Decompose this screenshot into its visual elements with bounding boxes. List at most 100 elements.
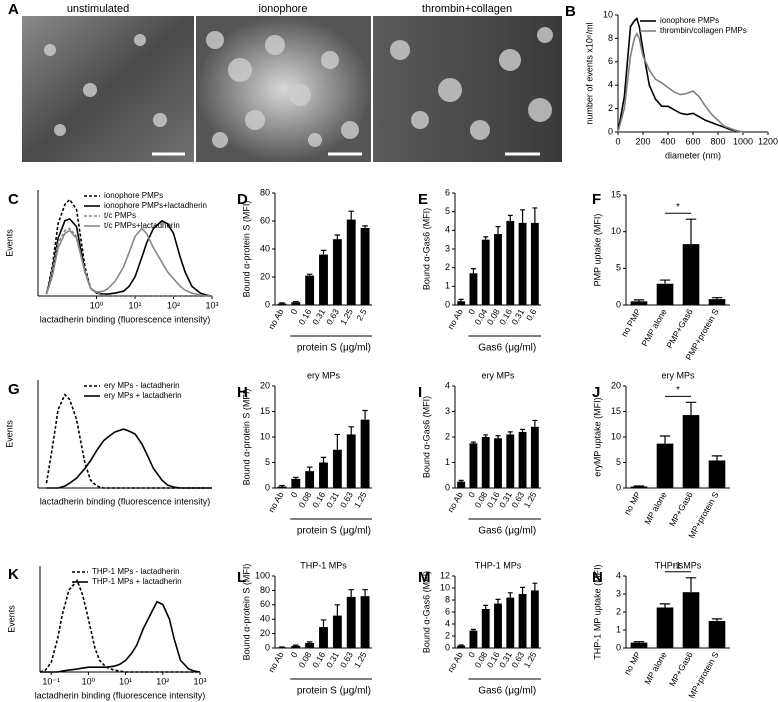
bar	[682, 592, 700, 648]
bar	[518, 431, 527, 488]
y-tick-label: 3	[445, 406, 450, 416]
bar	[494, 234, 502, 305]
y-tick-label: 20	[260, 380, 270, 390]
y-tick-label: 40	[260, 243, 270, 253]
y-tick-label: 0	[608, 126, 613, 136]
panel-label: D	[237, 191, 248, 208]
x-tick-label: 1.25	[338, 307, 355, 327]
y-axis-label: Bound α-Gas6 (MFI)	[421, 396, 431, 478]
y-tick-label: 10	[603, 9, 613, 19]
error-bar	[293, 300, 299, 303]
error-bar	[334, 433, 341, 450]
x-tick-label: 0.16	[310, 650, 327, 670]
x-tick-label: 1.25	[352, 650, 369, 670]
x-tick-label: 10²	[156, 676, 169, 686]
bar	[708, 621, 726, 648]
x-axis-label: protein S (μg/ml)	[297, 526, 371, 537]
error-bar	[495, 598, 501, 604]
x-tick-label: no Ab	[266, 650, 286, 674]
x-tick-label: 10²	[167, 300, 180, 310]
error-bar	[520, 586, 526, 594]
panel-label: I	[418, 384, 422, 401]
series-line	[46, 428, 212, 489]
y-tick-label: 20	[611, 380, 621, 390]
error-bar	[520, 209, 526, 223]
panel-title: THP-1 MPs	[300, 560, 347, 570]
error-bar	[507, 431, 513, 435]
y-tick-label: 60	[260, 215, 270, 225]
bar	[277, 647, 287, 648]
y-tick-label: 10	[611, 226, 621, 236]
legend-label: ery MPs - lactadherin	[104, 381, 180, 390]
y-tick-label: 6	[445, 187, 450, 197]
bar	[360, 419, 370, 488]
x-axis-label: lactadherin binding (fluorescence intens…	[40, 496, 211, 506]
series-line	[617, 31, 768, 133]
y-tick-label: 5	[265, 457, 270, 467]
x-tick-label: no Ab	[266, 307, 286, 331]
y-tick-label: 2	[445, 262, 450, 272]
legend-label: ionophore PMPs	[104, 191, 163, 200]
y-tick-label: 12	[440, 570, 450, 580]
error-bar	[507, 214, 513, 221]
y-tick-label: 5	[445, 206, 450, 216]
error-bar	[306, 641, 313, 643]
y-axis-label: Events	[6, 605, 16, 633]
y-tick-label: 0	[616, 642, 621, 652]
bar	[708, 299, 726, 305]
bar	[630, 486, 648, 488]
panel-label: C	[8, 191, 19, 208]
bar	[656, 607, 674, 648]
y-tick-label: 2	[616, 606, 621, 616]
y-tick-label: 6	[445, 606, 450, 616]
panel-label: J	[592, 384, 600, 401]
y-tick-label: 4	[608, 80, 613, 90]
panel-label: B	[565, 3, 576, 20]
legend-label: t/c PMPs	[104, 211, 136, 220]
bar	[346, 219, 356, 305]
x-tick-label: 0.08	[296, 650, 313, 670]
x-tick-label: 0.63	[338, 490, 355, 510]
bar	[277, 486, 287, 488]
legend-label: ionophore PMPs+lactadherin	[104, 201, 207, 210]
image-label: unstimulated	[67, 3, 129, 15]
bar	[481, 609, 490, 648]
y-tick-label: 2	[608, 103, 613, 113]
bar	[518, 594, 527, 648]
y-tick-label: 0	[616, 299, 621, 309]
bar	[457, 645, 466, 648]
error-bar	[279, 302, 285, 304]
x-tick-label: MP+Gas6	[667, 650, 695, 688]
legend-label: THP-1 MPs + lactadherin	[92, 577, 182, 586]
y-tick-label: 6	[608, 56, 613, 66]
y-tick-label: 2	[445, 431, 450, 441]
y-tick-label: 0	[265, 482, 270, 492]
x-tick-label: 10¹	[119, 676, 132, 686]
y-axis-label: number of events x10⁶/ml	[584, 22, 594, 124]
bar	[481, 239, 490, 305]
y-tick-label: 0	[616, 482, 621, 492]
micrograph	[22, 16, 194, 162]
y-tick-label: 80	[260, 585, 270, 595]
bar	[506, 434, 515, 488]
y-tick-label: 1	[616, 624, 621, 634]
bar	[656, 283, 674, 305]
bar	[518, 222, 527, 305]
y-tick-label: 0	[265, 642, 270, 652]
y-tick-label: 2	[445, 630, 450, 640]
x-tick-label: 0.16	[310, 490, 327, 510]
error-bar	[633, 641, 645, 643]
y-tick-label: 15	[611, 406, 621, 416]
error-bar	[633, 299, 645, 302]
error-bar	[320, 249, 327, 255]
panel-title: THP-1 MPs	[655, 560, 702, 570]
significance-label: ns	[673, 560, 684, 571]
micrograph	[373, 16, 562, 162]
x-axis-label: protein S (μg/ml)	[297, 343, 371, 354]
error-bar	[495, 435, 501, 439]
bar	[319, 627, 328, 648]
x-tick-label: 600	[685, 136, 700, 146]
error-bar	[362, 225, 368, 228]
y-axis-label: Events	[4, 420, 14, 448]
